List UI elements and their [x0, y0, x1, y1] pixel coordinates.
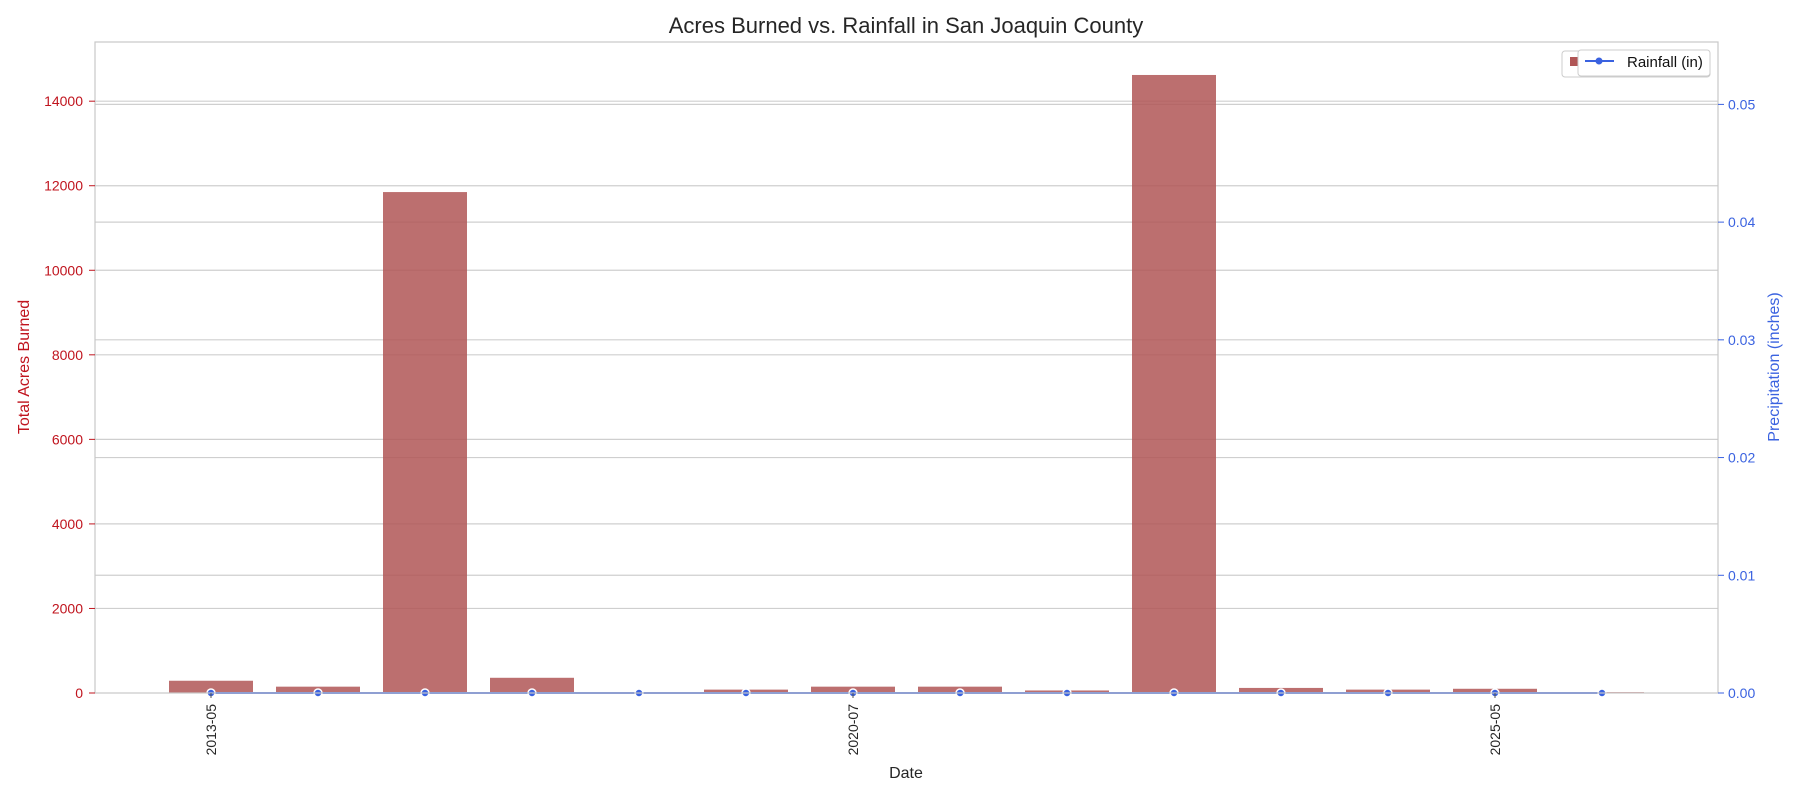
- left-tick-label: 4000: [52, 516, 83, 532]
- legend-marker-icon: [1595, 57, 1603, 65]
- x-axis-ticks: 2013-05 2020-07 2025-05: [203, 693, 1503, 755]
- left-axis-label: Total Acres Burned: [16, 300, 33, 434]
- legend-bar-swatch: [1570, 57, 1579, 66]
- right-tick-label: 0.00: [1728, 685, 1755, 701]
- right-tick-label: 0.03: [1728, 332, 1755, 348]
- right-tick-label: 0.04: [1728, 214, 1755, 230]
- right-tick-label: 0.05: [1728, 96, 1755, 112]
- left-tick-label: 8000: [52, 347, 83, 363]
- left-tick-label: 2000: [52, 600, 83, 616]
- left-tick-label: 6000: [52, 431, 83, 447]
- x-tick-label: 2013-05: [203, 704, 219, 756]
- plot-frame: [94, 41, 1719, 694]
- left-tick-label: 14000: [44, 93, 83, 109]
- right-tick-label: 0.02: [1728, 450, 1755, 466]
- bar: [169, 680, 253, 693]
- legend: Rainfall (in): [1561, 49, 1711, 78]
- legend-box-front: [1577, 49, 1711, 77]
- left-gridlines: [95, 100, 1718, 610]
- left-tick-label: 0: [75, 685, 83, 701]
- x-tick-label: 2025-05: [1487, 704, 1503, 756]
- bar: [490, 677, 574, 693]
- x-tick-label: 2020-07: [845, 704, 861, 756]
- legend-label-rainfall: Rainfall (in): [1627, 54, 1703, 71]
- right-axis-label: Precipitation (inches): [1766, 292, 1783, 441]
- x-axis-label: Date: [889, 765, 923, 782]
- bar-series: [169, 74, 1644, 694]
- right-axis-ticks: 0.00 0.01 0.02 0.03 0.04 0.05: [1718, 96, 1755, 701]
- right-tick-label: 0.01: [1728, 567, 1755, 583]
- bar: [383, 192, 467, 693]
- left-tick-label: 10000: [44, 262, 83, 278]
- bar: [1132, 74, 1216, 694]
- left-tick-label: 12000: [44, 178, 83, 194]
- left-axis-ticks: 0 2000 4000 6000 8000 10000 12000 14000: [44, 93, 95, 701]
- right-gridlines: [95, 103, 1718, 576]
- chart-title: Acres Burned vs. Rainfall in San Joaquin…: [669, 13, 1143, 38]
